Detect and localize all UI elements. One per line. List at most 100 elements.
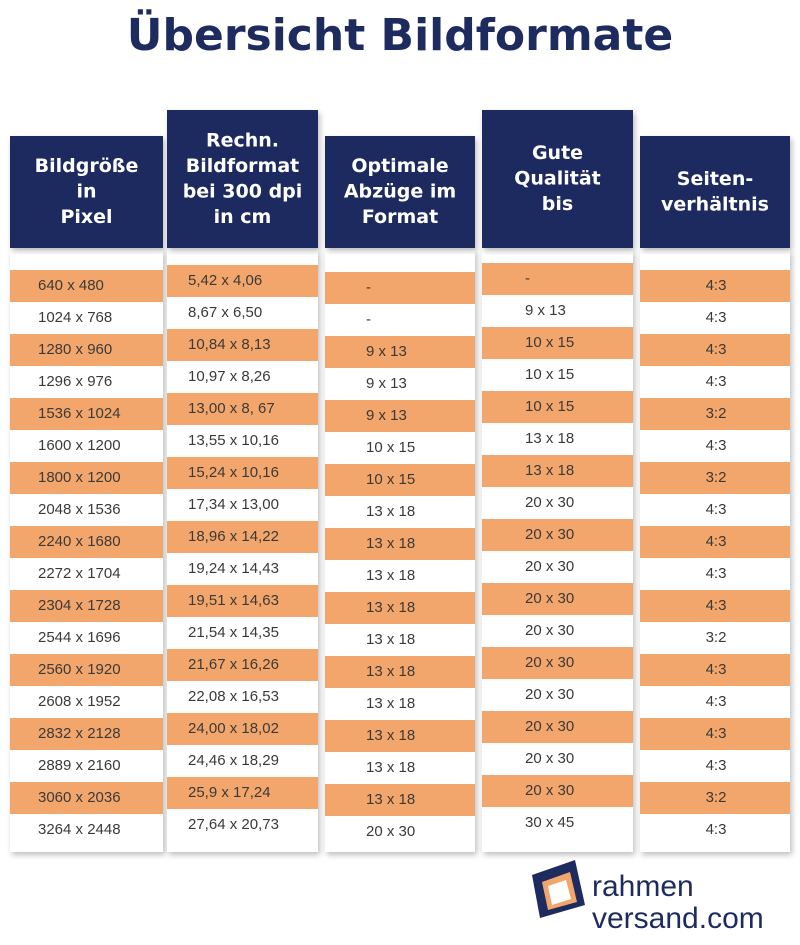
row-stripe	[482, 775, 633, 807]
row-stripe	[482, 263, 633, 295]
row-stripe	[482, 455, 633, 487]
row-stripe	[640, 462, 790, 494]
row-stripe	[325, 400, 475, 432]
row-stripe	[325, 272, 475, 304]
column-header-text: Qualität	[514, 168, 601, 190]
row-stripe	[167, 777, 318, 809]
row-stripe	[325, 464, 475, 496]
cell: 4:3	[706, 277, 727, 294]
cell: 4:3	[706, 725, 727, 742]
column: Rechn. Bildformat bei 300 dpi in cm 5,42 x 4…	[167, 110, 318, 852]
cell: 3:2	[706, 469, 727, 486]
cell: 2272 x 1704	[38, 565, 121, 582]
row-stripe	[325, 336, 475, 368]
column: Bildgröße in Pixel 640 x 480 1024 x 768 1280 …	[10, 136, 163, 852]
cell: 20 x 30	[525, 718, 574, 735]
row-stripe	[10, 654, 163, 686]
row-stripe	[10, 270, 163, 302]
cell: 1024 x 768	[38, 309, 112, 326]
row-stripe	[10, 462, 163, 494]
cell: 10 x 15	[525, 398, 574, 415]
cell: 2889 x 2160	[38, 757, 121, 774]
row-stripe	[482, 519, 633, 551]
cell: 10 x 15	[525, 334, 574, 351]
cell: 13 x 18	[366, 759, 415, 776]
cell: 3060 x 2036	[38, 789, 121, 806]
cell: 1296 x 976	[38, 373, 112, 390]
row-stripe	[325, 656, 475, 688]
row-stripe	[640, 782, 790, 814]
row-stripe	[640, 526, 790, 558]
row-stripe	[325, 528, 475, 560]
cell: 3:2	[706, 789, 727, 806]
cell: 15,24 x 10,16	[188, 464, 279, 481]
row-stripe	[10, 334, 163, 366]
cell: 4:3	[706, 565, 727, 582]
cell: -	[366, 311, 371, 328]
cell: 4:3	[706, 501, 727, 518]
cell: 10 x 15	[525, 366, 574, 383]
cell: 13,55 x 10,16	[188, 432, 279, 449]
cell: 8,67 x 6,50	[188, 304, 262, 321]
column-header-text: Optimale	[351, 155, 448, 177]
column-header-text: Format	[362, 206, 438, 228]
column-header-text: Bildformat	[186, 155, 300, 177]
row-stripe	[482, 647, 633, 679]
row-stripe	[482, 391, 633, 423]
cell: 13 x 18	[366, 631, 415, 648]
cell: 10,97 x 8,26	[188, 368, 271, 385]
column-header-text: Rechn.	[206, 129, 279, 151]
row-stripe	[640, 398, 790, 430]
cell: 2608 x 1952	[38, 693, 121, 710]
cell: 2304 x 1728	[38, 597, 121, 614]
row-stripe	[640, 270, 790, 302]
logo-text: versand.com	[592, 902, 764, 935]
logo-frame-center	[548, 880, 571, 905]
row-stripe	[482, 327, 633, 359]
cell: 13 x 18	[366, 791, 415, 808]
cell: 1600 x 1200	[38, 437, 121, 454]
cell: 27,64 x 20,73	[188, 816, 279, 833]
cell: 13 x 18	[525, 430, 574, 447]
row-stripe	[640, 718, 790, 750]
cell: 18,96 x 14,22	[188, 528, 279, 545]
cell: 10 x 15	[366, 439, 415, 456]
cell: 640 x 480	[38, 277, 104, 294]
column: Gute Qualität bis - 9 x 13 10 x 15 10 x 15 10 x…	[482, 110, 633, 852]
cell: 20 x 30	[525, 494, 574, 511]
cell: 2560 x 1920	[38, 661, 121, 678]
row-stripe	[167, 457, 318, 489]
cell: 9 x 13	[366, 407, 407, 424]
cell: 30 x 45	[525, 814, 574, 831]
cell: 10 x 15	[366, 471, 415, 488]
row-stripe	[482, 711, 633, 743]
cell: 4:3	[706, 341, 727, 358]
column-header-text: in	[76, 181, 96, 203]
logo: rahmen versand.com	[532, 860, 764, 935]
cell: 4:3	[706, 821, 727, 838]
cell: 3264 x 2448	[38, 821, 121, 838]
cell: 4:3	[706, 693, 727, 710]
cell: 2544 x 1696	[38, 629, 121, 646]
cell: 20 x 30	[366, 823, 415, 840]
row-stripe	[167, 649, 318, 681]
title: Übersicht Bildformate	[127, 8, 673, 61]
cell: 25,9 x 17,24	[188, 784, 271, 801]
row-stripe	[10, 782, 163, 814]
cell: 13 x 18	[366, 727, 415, 744]
cell: 13 x 18	[366, 535, 415, 552]
column-header-text: Bildgröße	[35, 155, 139, 177]
cell: 20 x 30	[525, 526, 574, 543]
cell: 13 x 18	[366, 695, 415, 712]
cell: -	[525, 270, 530, 287]
column-header	[167, 110, 318, 248]
column-header	[482, 110, 633, 248]
row-stripe	[325, 784, 475, 816]
row-stripe	[640, 654, 790, 686]
column-header-text: bei 300 dpi	[183, 180, 303, 202]
column-header	[10, 136, 163, 248]
cell: 24,46 x 18,29	[188, 752, 279, 769]
row-stripe	[325, 592, 475, 624]
cell: 13 x 18	[366, 663, 415, 680]
